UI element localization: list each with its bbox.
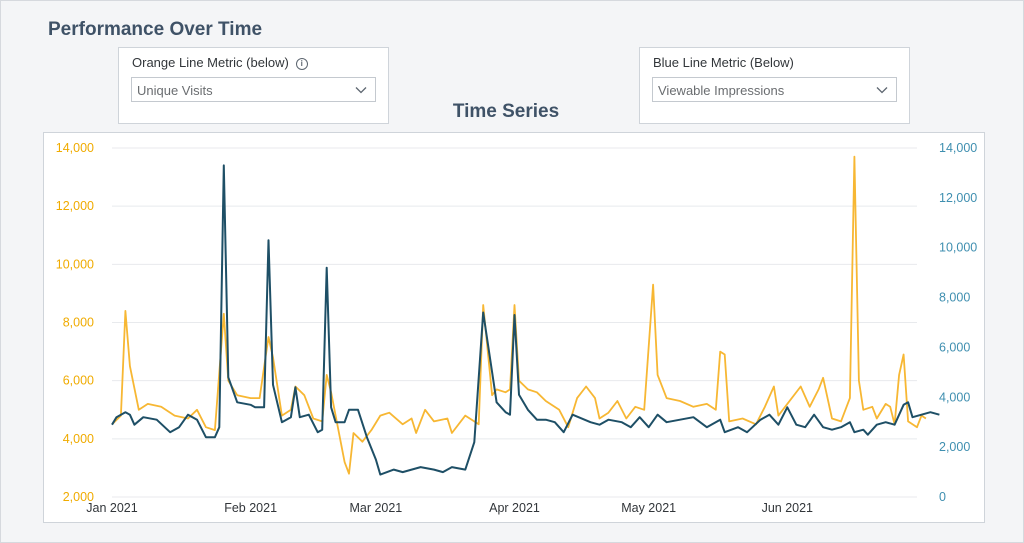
y-left-tick-label: 2,000 <box>63 490 94 504</box>
orange-metric-label: Orange Line Metric (below) i <box>132 55 308 70</box>
orange-metric-select[interactable]: Unique Visits <box>131 77 376 102</box>
x-tick-label: Jan 2021 <box>86 501 137 515</box>
x-tick-label: Feb 2021 <box>224 501 277 515</box>
y-left-tick-label: 4,000 <box>63 432 94 446</box>
y-left-tick-label: 6,000 <box>63 374 94 388</box>
blue-series-line <box>111 164 940 476</box>
y-right-tick-label: 8,000 <box>939 291 970 305</box>
y-right-tick-label: 12,000 <box>939 191 977 205</box>
y-right-tick-label: 10,000 <box>939 241 977 255</box>
orange-series-line <box>111 155 927 475</box>
x-tick-label: May 2021 <box>621 501 676 515</box>
y-right-tick-label: 0 <box>939 490 946 504</box>
x-tick-label: Apr 2021 <box>489 501 540 515</box>
y-left-tick-label: 10,000 <box>56 257 94 271</box>
y-right-tick-label: 2,000 <box>939 440 970 454</box>
info-icon[interactable]: i <box>295 58 308 70</box>
y-left-tick-label: 8,000 <box>63 316 94 330</box>
blue-metric-filter: Blue Line Metric (Below) Viewable Impres… <box>639 47 910 124</box>
orange-metric-value: Unique Visits <box>137 83 213 98</box>
orange-metric-label-text: Orange Line Metric (below) <box>132 55 289 70</box>
orange-metric-filter: Orange Line Metric (below) i Unique Visit… <box>118 47 389 124</box>
x-tick-label: Mar 2021 <box>349 501 402 515</box>
y-left-tick-label: 12,000 <box>56 199 94 213</box>
chart-card: 2,000 4,000 6,000 8,000 10,000 12,000 14,000 0 2… <box>43 132 985 523</box>
page-title: Performance Over Time <box>48 19 263 40</box>
time-series-chart: 2,000 4,000 6,000 8,000 10,000 12,000 14,000 0 2… <box>56 141 978 515</box>
x-tick-label: Jun 2021 <box>762 501 813 515</box>
chart-title: Time Series <box>452 101 560 122</box>
y-left-tick-label: 14,000 <box>56 141 94 155</box>
y-right-tick-label: 14,000 <box>939 141 977 155</box>
chevron-down-icon <box>876 87 888 94</box>
blue-metric-select[interactable]: Viewable Impressions <box>652 77 897 102</box>
chevron-down-icon <box>355 87 367 94</box>
y-right-tick-label: 6,000 <box>939 340 970 354</box>
y-right-tick-label: 4,000 <box>939 390 970 404</box>
blue-metric-value: Viewable Impressions <box>658 83 785 98</box>
blue-metric-label: Blue Line Metric (Below) <box>653 55 794 70</box>
